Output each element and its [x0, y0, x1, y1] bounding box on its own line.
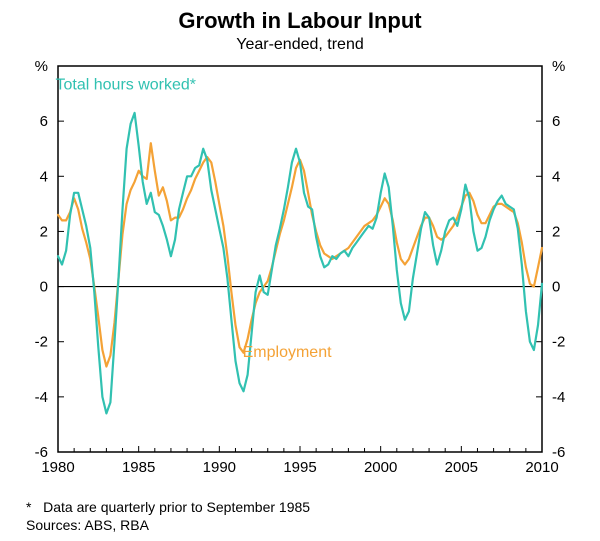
- total-hours-line: [58, 113, 542, 414]
- series-label: Total hours worked*: [56, 76, 197, 93]
- svg-text:4: 4: [40, 168, 48, 185]
- svg-text:1980: 1980: [41, 459, 74, 476]
- employment-line: [58, 143, 542, 366]
- svg-text:-4: -4: [552, 389, 565, 406]
- svg-text:6: 6: [552, 113, 560, 130]
- svg-text:2: 2: [40, 223, 48, 240]
- svg-text:-2: -2: [35, 334, 48, 351]
- svg-text:-4: -4: [35, 389, 48, 406]
- svg-text:2: 2: [552, 223, 560, 240]
- sources: Sources: ABS, RBA: [26, 517, 149, 533]
- svg-text:1990: 1990: [203, 459, 236, 476]
- chart-title: Growth in Labour Input: [0, 0, 600, 34]
- svg-text:%: %: [35, 58, 48, 75]
- svg-text:2005: 2005: [445, 459, 478, 476]
- svg-text:1985: 1985: [122, 459, 155, 476]
- chart-subtitle: Year-ended, trend: [0, 34, 600, 54]
- svg-text:6: 6: [40, 113, 48, 130]
- svg-text:0: 0: [552, 279, 560, 296]
- footnote: * Data are quarterly prior to September …: [26, 499, 310, 515]
- svg-text:2010: 2010: [525, 459, 558, 476]
- svg-text:1995: 1995: [283, 459, 316, 476]
- svg-text:0: 0: [40, 279, 48, 296]
- svg-text:2000: 2000: [364, 459, 397, 476]
- svg-text:%: %: [552, 58, 565, 75]
- svg-text:-2: -2: [552, 334, 565, 351]
- series-label: Employment: [243, 344, 332, 361]
- svg-text:4: 4: [552, 168, 560, 185]
- line-chart: -6-6-4-4-2-200224466%%198019851990199520…: [0, 54, 600, 494]
